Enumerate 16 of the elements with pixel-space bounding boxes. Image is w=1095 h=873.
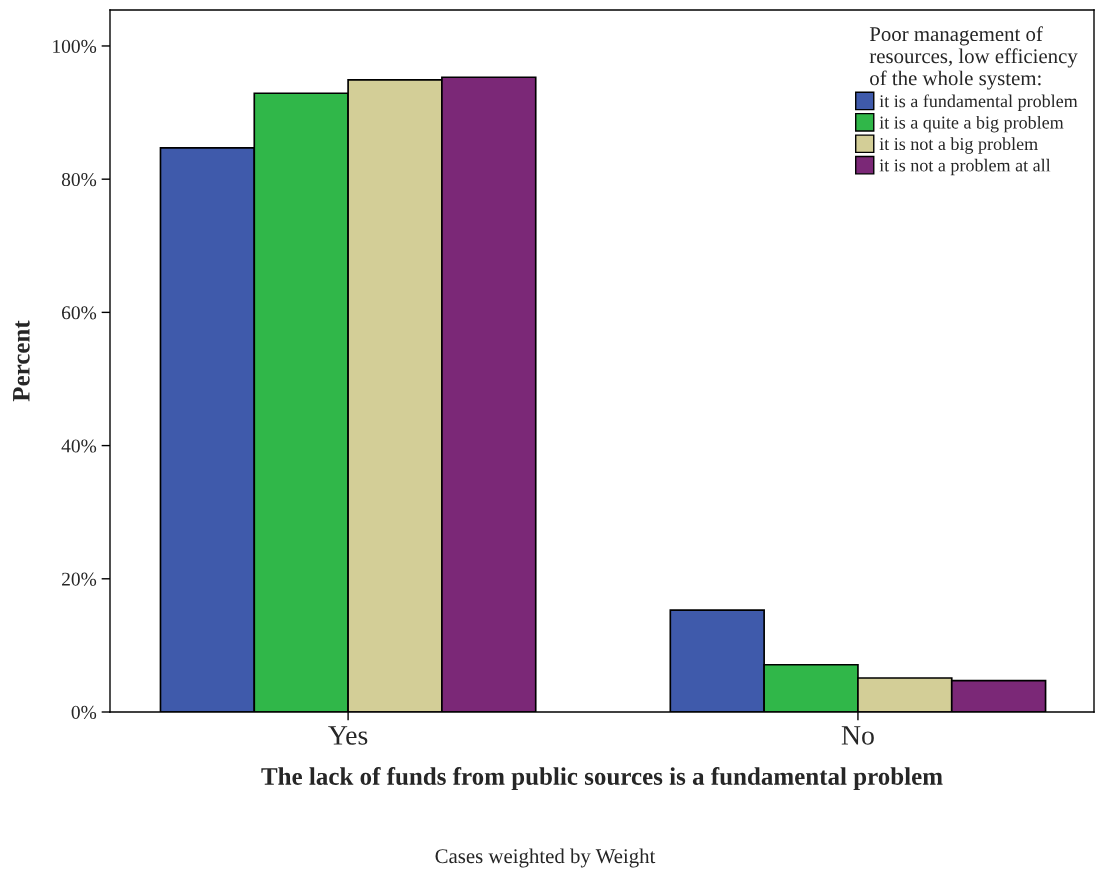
text: Cases weighted by Weight <box>435 848 656 868</box>
legend-label: it is not a problem at all <box>879 158 1051 176</box>
x-tick-label: Yes <box>328 726 368 745</box>
y-tick-label: 20% <box>62 572 97 586</box>
legend-label: it is a fundamental problem <box>879 94 1078 111</box>
y-tick-label: 80% <box>61 172 97 187</box>
legend-label: it is a quite a big problem <box>879 115 1064 133</box>
y-tick-label: 40% <box>61 439 97 453</box>
y-axis-title: Percent <box>13 320 30 402</box>
y-tick-label: 0% <box>71 705 97 719</box>
legend-label: it is not a big problem <box>879 137 1038 154</box>
x-tick-label: No <box>841 726 874 745</box>
x-axis-title: The lack of funds from public sources is a fundamental problem <box>261 767 943 790</box>
y-tick-label: 100% <box>53 39 97 53</box>
y-tick-label: 60% <box>62 306 97 320</box>
legend-title: Poor management of resources, low efficiency of the whole system: <box>869 26 1078 90</box>
